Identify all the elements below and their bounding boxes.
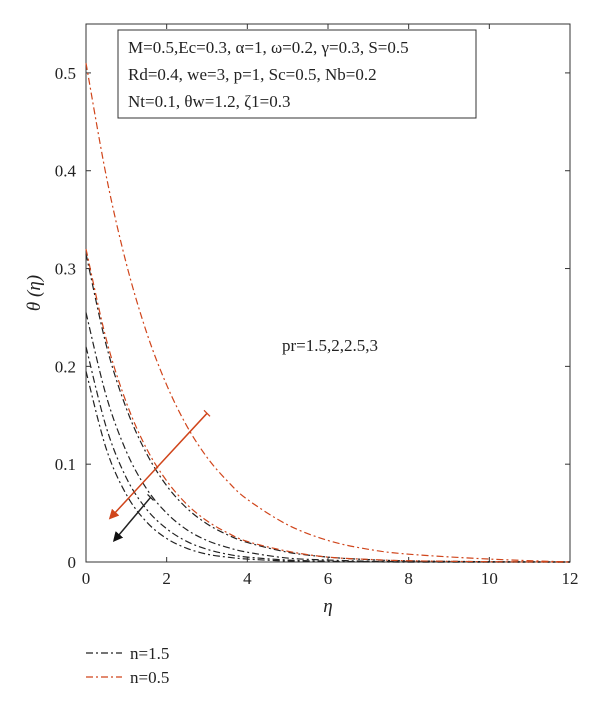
series-line-n0-5-2 [85, 248, 571, 563]
x-tick-label: 8 [404, 569, 413, 588]
series-line-n1-5-1 [85, 253, 571, 563]
series-line-n1-5-4 [85, 371, 570, 563]
series-line-n0-5-1 [85, 63, 571, 563]
params-line-1: M=0.5,Ec=0.3, α=1, ω=0.2, γ=0.3, S=0.5 [128, 38, 409, 57]
params-box [117, 29, 477, 119]
annotation-arrows [108, 409, 211, 543]
pr-annotation: pr=1.5,2,2.5,3 [282, 336, 378, 355]
legend-label-n05: n=0.5 [130, 668, 169, 687]
legend: n=1.5 n=0.5 [86, 644, 169, 687]
y-tick-label: 0.5 [55, 64, 76, 83]
y-tick-label: 0.4 [55, 162, 77, 181]
arrow-red [108, 412, 208, 520]
params-line-3: Nt=0.1, θw=1.2, ζ1=0.3 [128, 92, 290, 111]
arrow-red-tail [203, 409, 211, 417]
y-axis-label: θ (η) [24, 275, 45, 311]
arrow-black-tail [147, 494, 154, 501]
y-tick-label: 0.2 [55, 357, 76, 376]
y-tick-label: 0.3 [55, 260, 76, 279]
y-tick-label: 0 [68, 553, 77, 572]
legend-label-n15: n=1.5 [130, 644, 169, 663]
axis-ticks: 0 2 4 6 8 10 12 0 0.1 0.2 0.3 0.4 0.5 [55, 24, 579, 588]
x-axis-label: η [323, 596, 332, 617]
x-tick-label: 12 [562, 569, 579, 588]
x-tick-label: 4 [243, 569, 252, 588]
arrow-black [112, 496, 152, 543]
x-tick-label: 10 [481, 569, 498, 588]
x-tick-label: 6 [324, 569, 333, 588]
params-line-2: Rd=0.4, we=3, p=1, Sc=0.5, Nb=0.2 [128, 65, 377, 84]
x-tick-label: 2 [162, 569, 171, 588]
series-line-n1-5-3 [85, 346, 570, 563]
y-tick-label: 0.1 [55, 455, 76, 474]
series-curves [85, 63, 571, 563]
series-line-n1-5-2 [85, 312, 571, 563]
x-tick-label: 0 [82, 569, 91, 588]
